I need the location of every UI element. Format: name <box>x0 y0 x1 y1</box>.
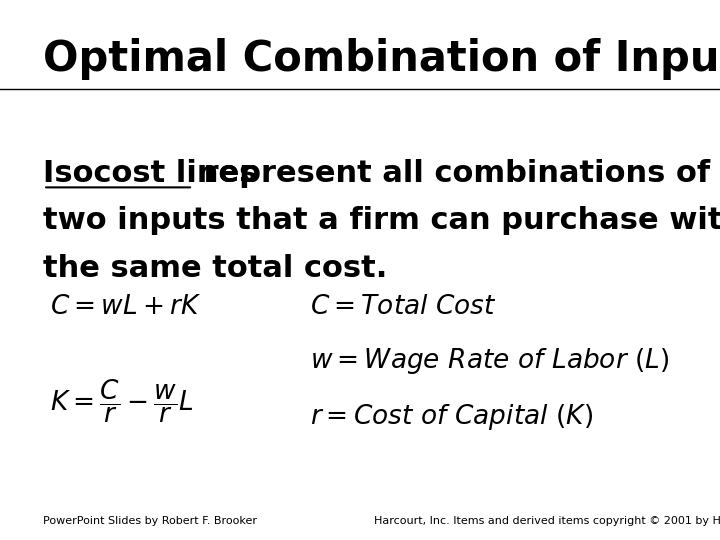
Text: $C = Total\ Cost$: $C = Total\ Cost$ <box>310 294 497 320</box>
Text: $w = Wage\ Rate\ of\ Labor\ (L)$: $w = Wage\ Rate\ of\ Labor\ (L)$ <box>310 346 669 376</box>
Text: $r = Cost\ of\ Capital\ (K)$: $r = Cost\ of\ Capital\ (K)$ <box>310 402 593 433</box>
Text: Isocost lines: Isocost lines <box>43 159 258 188</box>
Text: represent all combinations of: represent all combinations of <box>193 159 710 188</box>
Text: $K = \dfrac{C}{r} - \dfrac{w}{r}L$: $K = \dfrac{C}{r} - \dfrac{w}{r}L$ <box>50 378 194 425</box>
Text: $C = wL + rK$: $C = wL + rK$ <box>50 294 202 320</box>
Text: two inputs that a firm can purchase with: two inputs that a firm can purchase with <box>43 206 720 235</box>
Text: the same total cost.: the same total cost. <box>43 254 387 283</box>
Text: Optimal Combination of Inputs: Optimal Combination of Inputs <box>43 38 720 80</box>
Text: PowerPoint Slides by Robert F. Brooker: PowerPoint Slides by Robert F. Brooker <box>43 516 257 526</box>
Text: Harcourt, Inc. Items and derived items copyright © 2001 by Harcourt, Inc.: Harcourt, Inc. Items and derived items c… <box>374 516 720 526</box>
